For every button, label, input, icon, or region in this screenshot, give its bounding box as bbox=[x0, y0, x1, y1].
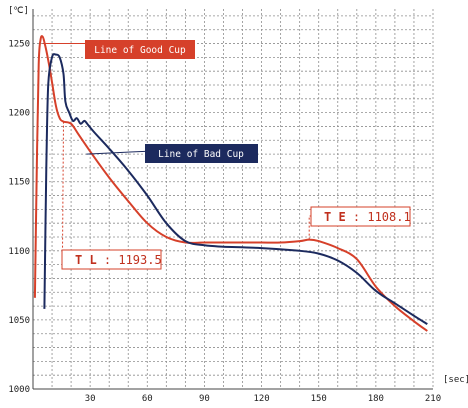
axis-layer: 30 60 90 120 150 180 210 1000 1050 1100 1150 1200 12… bbox=[8, 9, 441, 404]
bad-cup-leader bbox=[86, 150, 146, 155]
y-tick-label: 1150 bbox=[8, 178, 30, 188]
series-line-bad bbox=[43, 53, 428, 325]
annotation-leader-te bbox=[308, 215, 311, 240]
y-tick-label: 1250 bbox=[8, 40, 30, 50]
x-tick-label: 30 bbox=[85, 394, 96, 404]
label-layer: Line of Good Cup Line of Bad Cup T L : 119… bbox=[42, 40, 411, 270]
y-axis-unit: [℃] bbox=[8, 6, 29, 16]
annotation-text-tl: T L : 1193.5 bbox=[75, 253, 162, 267]
x-tick-label: 210 bbox=[425, 394, 441, 404]
annotation-box-tl bbox=[61, 249, 162, 270]
x-tick-label: 150 bbox=[311, 394, 327, 404]
annotation-box-te bbox=[310, 206, 411, 227]
x-tick-label: 180 bbox=[368, 394, 384, 404]
y-tick-label: 1200 bbox=[8, 109, 30, 119]
x-tick-label: 120 bbox=[253, 394, 269, 404]
y-tick-label: 1100 bbox=[8, 247, 30, 257]
x-tick-label: 90 bbox=[199, 394, 210, 404]
annotation-leader-tl bbox=[61, 121, 64, 260]
x-tick-label: 60 bbox=[142, 394, 153, 404]
bad-cup-label-box bbox=[145, 144, 258, 163]
grid-layer bbox=[33, 9, 434, 389]
good-cup-label: Line of Good Cup bbox=[94, 45, 186, 56]
y-tick-label: 1000 bbox=[8, 385, 30, 395]
annotation-text-te: T E : 1108.1 bbox=[324, 210, 411, 224]
good-cup-label-box bbox=[85, 40, 195, 59]
y-tick-label: 1050 bbox=[8, 316, 30, 326]
bad-cup-label: Line of Bad Cup bbox=[158, 149, 244, 160]
x-axis-unit: [sec] bbox=[443, 375, 468, 385]
series-line-good bbox=[33, 35, 428, 332]
series-layer bbox=[33, 35, 428, 332]
